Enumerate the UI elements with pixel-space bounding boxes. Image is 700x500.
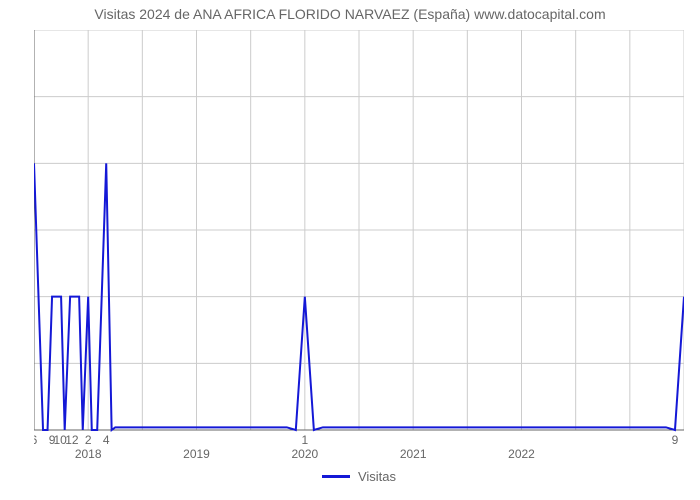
svg-text:9: 9 bbox=[672, 433, 679, 447]
legend: Visitas bbox=[34, 462, 684, 490]
svg-text:4: 4 bbox=[103, 433, 110, 447]
svg-text:2022: 2022 bbox=[508, 447, 535, 460]
legend-swatch bbox=[322, 475, 350, 478]
svg-text:12: 12 bbox=[65, 433, 79, 447]
plot-area: 0123691012241920182019202020212022 bbox=[34, 30, 684, 460]
svg-text:2020: 2020 bbox=[291, 447, 318, 460]
legend-label: Visitas bbox=[358, 469, 396, 484]
svg-text:2021: 2021 bbox=[400, 447, 427, 460]
svg-text:2018: 2018 bbox=[75, 447, 102, 460]
svg-text:2019: 2019 bbox=[183, 447, 210, 460]
svg-text:2: 2 bbox=[85, 433, 92, 447]
chart-title: Visitas 2024 de ANA AFRICA FLORIDO NARVA… bbox=[0, 6, 700, 22]
visits-chart: Visitas 2024 de ANA AFRICA FLORIDO NARVA… bbox=[0, 0, 700, 500]
svg-text:6: 6 bbox=[34, 433, 38, 447]
svg-text:1: 1 bbox=[301, 433, 308, 447]
